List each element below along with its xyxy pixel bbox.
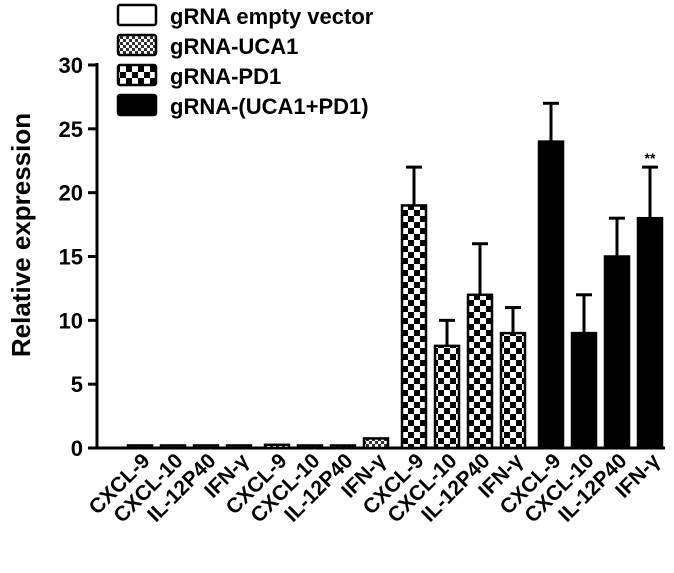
bar xyxy=(570,331,598,450)
bar xyxy=(126,444,154,450)
legend: gRNA empty vector gRNA-UCA1 gRNA-PD1 gRNA-(… xyxy=(116,3,374,119)
bar xyxy=(400,204,428,450)
bars: ** xyxy=(126,101,664,450)
bar xyxy=(225,444,253,450)
legend-swatch xyxy=(116,3,158,27)
legend-swatch xyxy=(116,93,158,117)
y-tick-label: 15 xyxy=(59,245,83,270)
y-tick-label: 10 xyxy=(59,308,83,333)
bar xyxy=(433,344,461,450)
bar xyxy=(537,140,565,450)
bar xyxy=(296,444,324,450)
bar xyxy=(499,331,527,450)
y-tick-label: 20 xyxy=(59,181,83,206)
bar xyxy=(362,437,390,450)
y-tick-label: 0 xyxy=(71,436,83,461)
bar xyxy=(159,444,187,450)
y-tick-label: 30 xyxy=(59,53,83,78)
axes: 0 5 10 15 20 25 30 xyxy=(59,53,665,461)
bar xyxy=(603,255,631,450)
y-tick-label: 25 xyxy=(59,117,83,142)
bar xyxy=(192,444,220,450)
legend-label: gRNA empty vector xyxy=(170,4,374,29)
bar xyxy=(329,444,357,450)
x-tick-labels: CXCL-9CXCL-10IL-12P40IFN-γCXCL-9CXCL-10I… xyxy=(85,449,665,527)
legend-label: gRNA-PD1 xyxy=(170,64,281,89)
bar xyxy=(466,293,494,450)
y-tick-label: 5 xyxy=(71,372,83,397)
legend-label: gRNA-(UCA1+PD1) xyxy=(170,94,369,119)
legend-label: gRNA-UCA1 xyxy=(170,34,298,59)
y-axis-label: Relative expression xyxy=(6,113,36,357)
significance-marker: ** xyxy=(645,150,656,166)
legend-swatch xyxy=(116,63,158,87)
bar xyxy=(636,216,664,450)
legend-swatch xyxy=(116,33,158,57)
bar xyxy=(263,443,291,450)
